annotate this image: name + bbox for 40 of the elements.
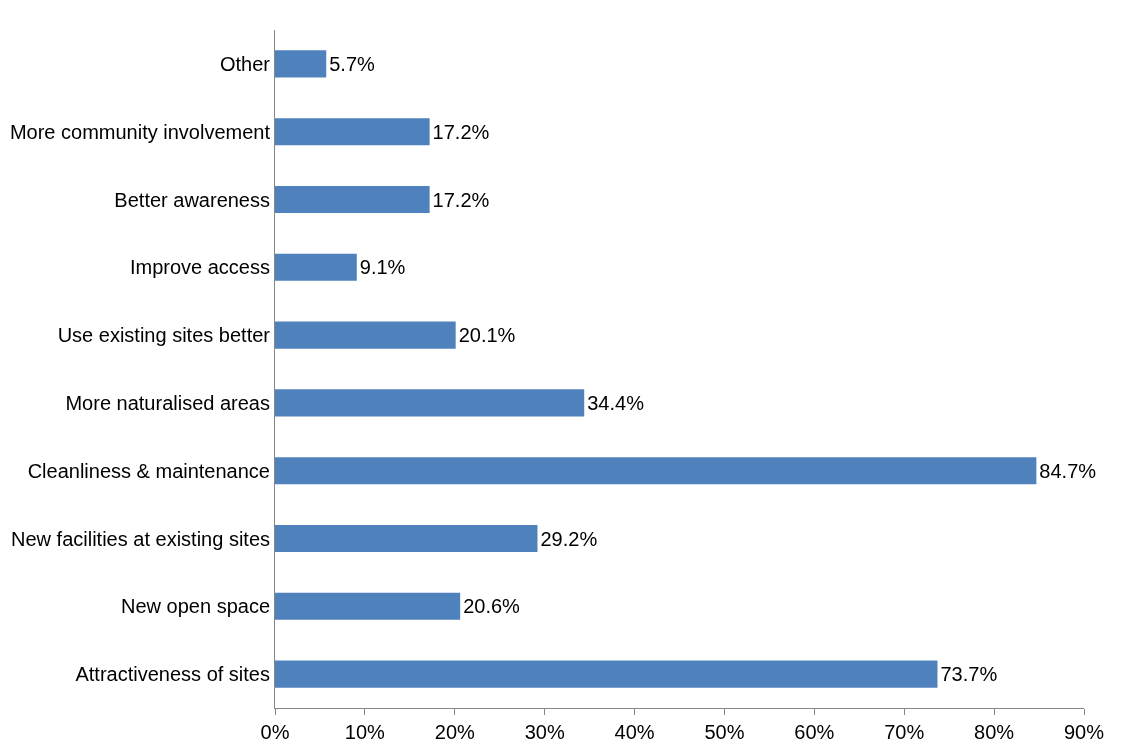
y-tick-label: Improve access (129, 256, 270, 279)
data-label: 17.2% (432, 188, 490, 211)
x-tick-label: 40% (614, 721, 655, 743)
x-tick-label: 70% (884, 721, 925, 743)
bar (275, 253, 357, 281)
data-label: 9.1% (359, 256, 406, 279)
x-tick-label: 50% (704, 721, 745, 743)
x-tick-label: 60% (794, 721, 835, 743)
data-label: 20.6% (463, 595, 521, 618)
y-tick-label: Cleanliness & maintenance (27, 459, 270, 482)
bar (275, 118, 430, 146)
bar (275, 457, 1037, 485)
bar (275, 50, 327, 78)
y-tick-label: New facilities at existing sites (11, 527, 270, 550)
x-tick-label: 90% (1063, 721, 1105, 743)
x-tick-label: 30% (524, 721, 565, 743)
data-label: 84.7% (1039, 459, 1097, 482)
y-tick-label: Better awareness (114, 188, 270, 211)
y-tick-label: Use existing sites better (57, 324, 271, 347)
data-label: 20.1% (458, 324, 516, 347)
data-label: 34.4% (587, 391, 645, 414)
x-tick-label: 20% (434, 721, 476, 743)
y-tick-label: More community involvement (9, 120, 271, 143)
bar (275, 524, 538, 553)
data-label: 5.7% (329, 52, 376, 75)
data-label: 73.7% (940, 663, 998, 686)
data-label: 17.2% (432, 120, 490, 143)
x-tick-label: 0% (260, 721, 290, 743)
data-label: 29.2% (540, 527, 598, 550)
bar (275, 592, 461, 620)
bar (275, 660, 938, 688)
bar (275, 321, 456, 349)
y-tick-label: More naturalised areas (65, 391, 270, 414)
x-tick-label: 80% (974, 721, 1015, 743)
y-tick-label: New open space (121, 595, 270, 618)
bar (275, 185, 430, 214)
y-tick-label: Attractiveness of sites (75, 663, 270, 686)
y-tick-label: Other (219, 52, 271, 75)
x-tick-label: 10% (344, 721, 386, 743)
bar (275, 389, 585, 417)
